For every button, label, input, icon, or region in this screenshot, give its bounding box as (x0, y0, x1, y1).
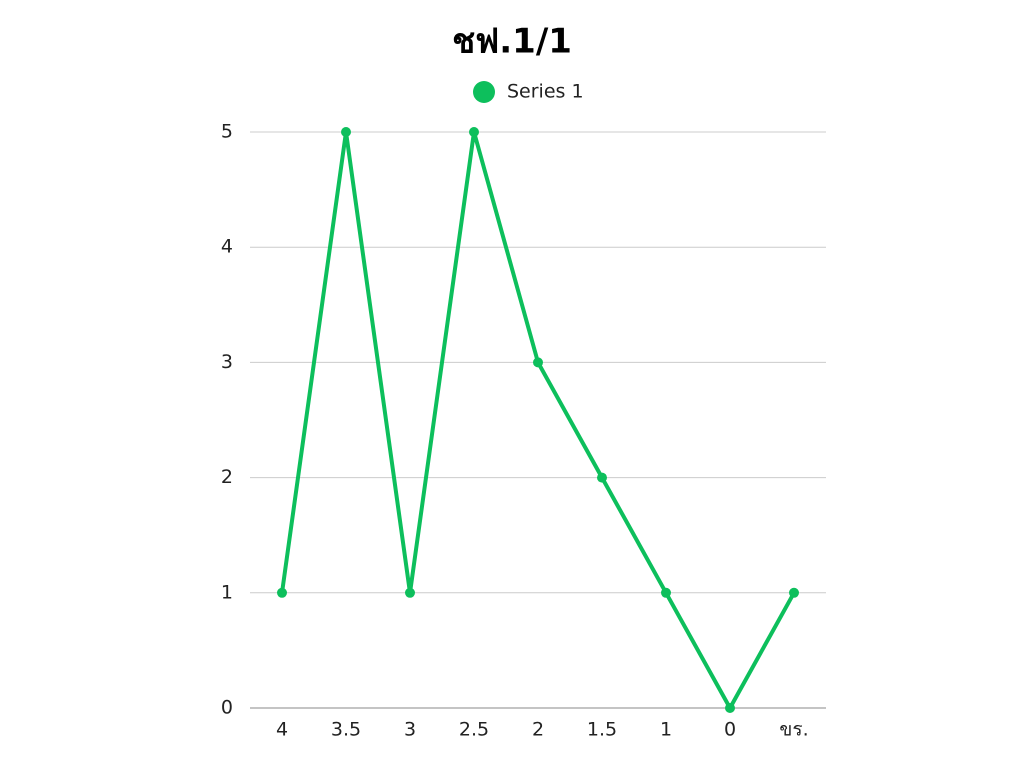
data-point (789, 587, 799, 598)
x-tick-label: 2.5 (459, 719, 489, 741)
y-tick-label: 2 (221, 466, 233, 488)
data-point (661, 587, 671, 598)
y-tick-label: 0 (221, 697, 233, 719)
data-point (533, 357, 543, 368)
x-tick-label: 2 (532, 719, 544, 741)
x-tick-label: 3 (404, 719, 416, 741)
y-tick-label: 1 (221, 581, 233, 603)
x-tick-label: 4 (276, 719, 288, 741)
y-tick-label: 3 (221, 351, 233, 373)
y-tick-label: 5 (221, 121, 233, 143)
x-tick-label: 1 (660, 719, 672, 741)
data-point (341, 127, 351, 137)
data-point (597, 472, 607, 483)
legend-label: Series 1 (507, 81, 584, 103)
x-tick-label: ขร. (779, 719, 808, 741)
x-tick-label: 3.5 (331, 719, 361, 741)
chart-title: ชฟ.1/1 (452, 22, 572, 62)
x-tick-label: 1.5 (587, 719, 617, 741)
legend-swatch (473, 81, 495, 103)
y-tick-label: 4 (221, 236, 233, 258)
data-point (405, 587, 415, 598)
data-point (277, 587, 287, 598)
data-point (469, 127, 479, 137)
x-tick-label: 0 (724, 719, 736, 741)
data-point (725, 703, 735, 713)
